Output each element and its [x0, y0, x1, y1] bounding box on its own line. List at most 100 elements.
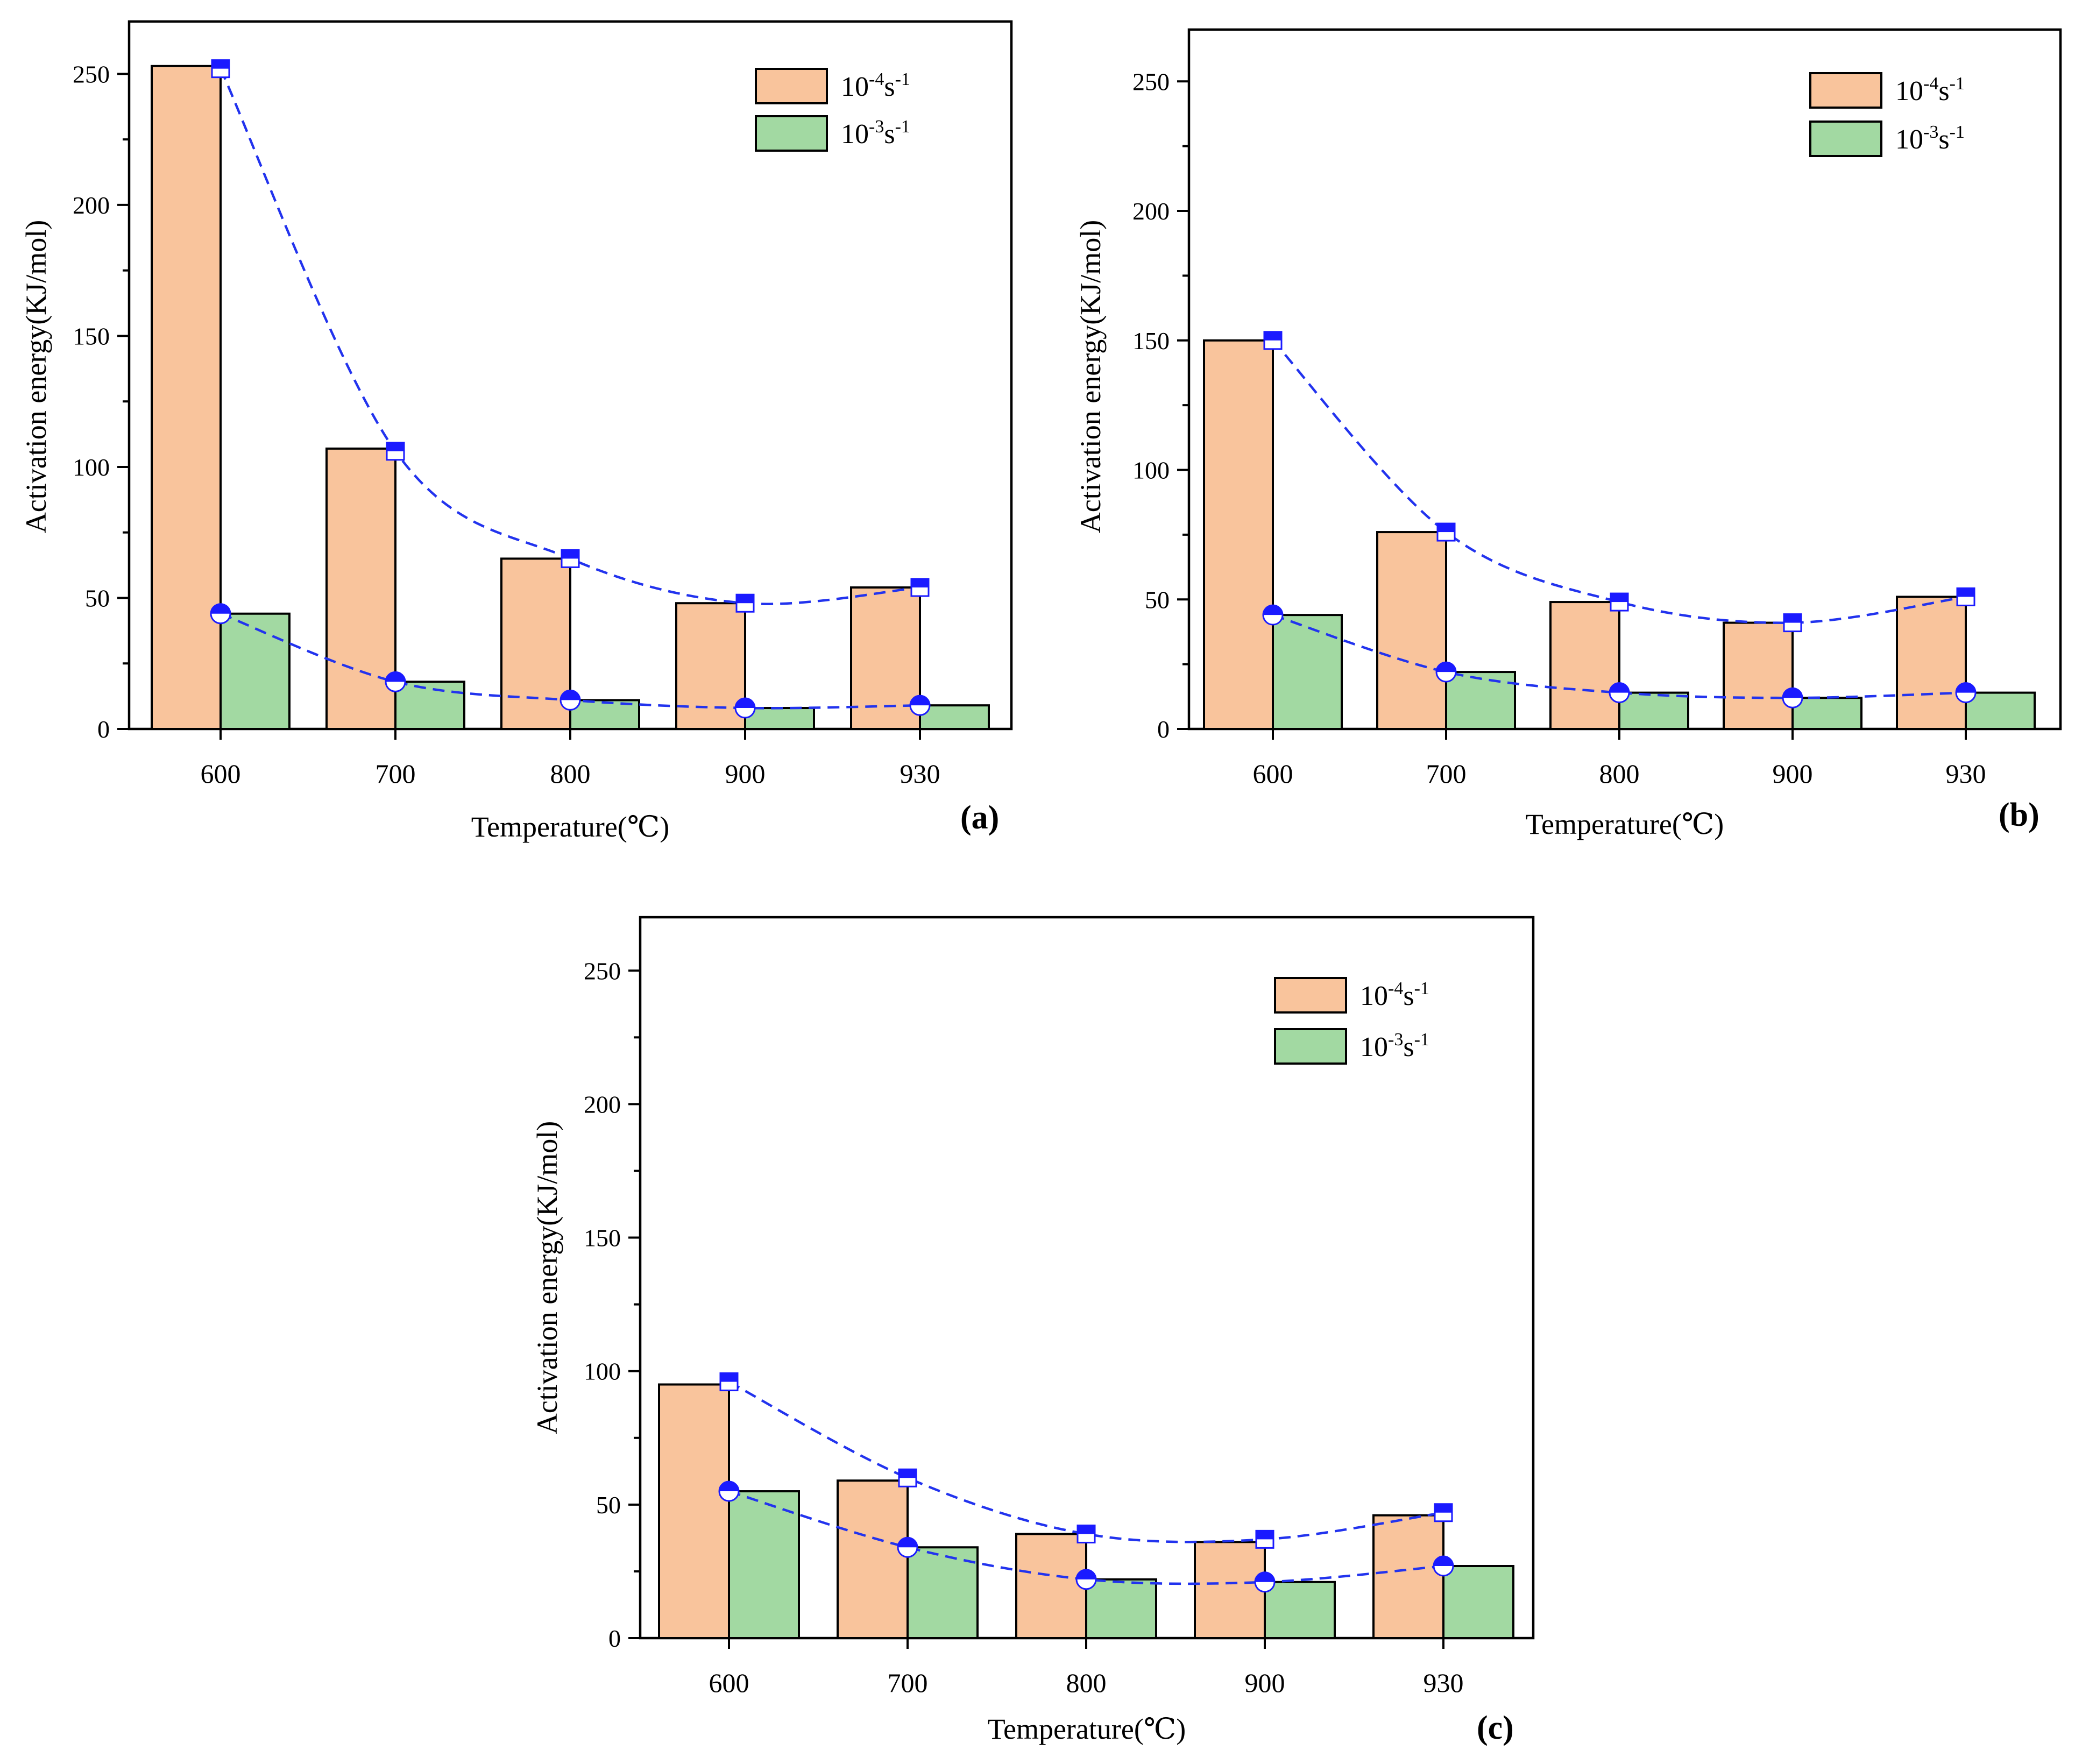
legend-unit: s [884, 119, 895, 150]
y-tick-label: 150 [584, 1224, 621, 1252]
x-axis-title: Temperature(℃) [471, 811, 669, 843]
y-axis-title: Activation energy(KJ/mol) [531, 1121, 563, 1434]
marker-square-fill [1437, 523, 1455, 533]
marker-square-fill [387, 442, 404, 451]
y-tick-label: 250 [584, 957, 621, 984]
legend-exp: -3 [869, 117, 884, 137]
legend-unit: s [1403, 981, 1414, 1011]
bar-10-4-930 [850, 586, 921, 730]
legend-unit: s [1403, 1032, 1414, 1062]
legend-swatch-0 [1274, 977, 1347, 1014]
marker-circle-fill [386, 672, 405, 682]
legend-unit-exp: -1 [1414, 979, 1429, 998]
marker-circle-fill [211, 604, 230, 614]
x-axis-title: Temperature(℃) [988, 1713, 1186, 1745]
marker-square-fill [1957, 588, 1974, 597]
bar-10-4-600 [151, 65, 222, 731]
x-axis-title: Temperature(℃) [1526, 808, 1724, 840]
x-tick-label: 800 [550, 759, 591, 789]
y-tick-label: 50 [1145, 586, 1170, 613]
bar-10-3-930 [919, 704, 990, 730]
marker-square-fill [562, 550, 579, 559]
chart-panel-b: 0 50 100 150 200 250 600 700 800 900 930 Temperatur… [1074, 28, 2062, 840]
y-tick-label: 50 [85, 584, 110, 612]
y-axis-title: Activation energy(KJ/mol) [20, 220, 52, 533]
y-tick-label: 250 [1132, 68, 1170, 95]
y-tick-label: 0 [1157, 715, 1170, 743]
marker-square-fill [1435, 1504, 1452, 1513]
legend-base: 10 [1895, 76, 1923, 107]
marker-circle-fill [561, 690, 580, 700]
chart-panel-c: 0 50 100 150 200 250 600 700 800 900 930 Temperatur… [531, 916, 1535, 1746]
legend-unit-exp: -1 [895, 117, 910, 137]
legend-unit: s [1938, 124, 1949, 155]
y-tick-label: 0 [608, 1625, 621, 1652]
bar-10-4-900 [1723, 621, 1794, 731]
legend-label-1: 10-3s-1 [1895, 122, 1965, 155]
bar-10-3-900 [744, 707, 815, 730]
bar-10-4-930 [1372, 1514, 1444, 1639]
x-tick-label: 600 [709, 1668, 749, 1698]
trend-line-10-3 [1272, 614, 1966, 699]
x-tick-label: 700 [376, 759, 416, 789]
y-tick-label: 150 [73, 322, 110, 350]
marker-square-fill [1256, 1531, 1273, 1540]
legend-unit-exp: -1 [895, 69, 910, 89]
x-tick-label: 930 [1946, 759, 1986, 789]
bar-10-3-700 [394, 681, 465, 731]
bar-10-4-800 [1015, 1533, 1087, 1639]
marker-circle-fill [1610, 683, 1629, 693]
bar-10-4-800 [1549, 601, 1620, 731]
legend-base: 10 [841, 119, 869, 150]
marker-square-fill [1784, 614, 1801, 623]
legend-swatch-0 [755, 68, 828, 104]
legend-label-1: 10-3s-1 [1360, 1030, 1429, 1062]
legend-base: 10 [1360, 1032, 1388, 1062]
marker-circle-fill [1077, 1569, 1096, 1579]
bar-10-3-600 [219, 612, 291, 731]
legend-exp: -3 [1923, 122, 1938, 142]
y-tick-label: 150 [1132, 327, 1170, 355]
legend-swatch-1 [1809, 121, 1882, 157]
marker-square-fill [1078, 1525, 1095, 1534]
marker-circle-fill [735, 698, 755, 709]
legend-label-1: 10-3s-1 [841, 117, 910, 150]
x-tick-label: 900 [1245, 1668, 1285, 1698]
y-tick-label: 100 [584, 1358, 621, 1385]
legend-label-0: 10-4s-1 [1895, 74, 1965, 107]
x-tick-label: 900 [1773, 759, 1813, 789]
trend-line-10-4 [728, 1380, 1444, 1543]
bar-10-3-600 [1272, 614, 1343, 731]
panel-label: (b) [1999, 797, 2039, 833]
x-tick-label: 800 [1066, 1668, 1107, 1698]
legend-swatch-1 [1274, 1028, 1347, 1065]
marker-circle-fill [898, 1538, 917, 1548]
marker-square-fill [911, 579, 929, 587]
legend-unit-exp: -1 [1950, 122, 1965, 142]
chart-panel-a: 0 50 100 150 200 250 600 700 800 900 930 Temperatur… [20, 20, 1013, 843]
legend-exp: -4 [1923, 74, 1938, 94]
bar-10-3-900 [1791, 697, 1862, 730]
bar-10-4-600 [658, 1383, 730, 1640]
y-tick-label: 0 [97, 715, 110, 743]
bar-10-3-700 [907, 1546, 979, 1640]
legend-exp: -4 [1388, 979, 1403, 998]
bar-10-3-600 [728, 1490, 800, 1640]
bar-10-4-900 [1194, 1541, 1266, 1639]
legend-swatch-0 [1809, 72, 1882, 109]
legend-unit-exp: -1 [1414, 1030, 1429, 1050]
bar-10-3-900 [1264, 1581, 1336, 1640]
bar-10-4-700 [325, 447, 396, 730]
marker-circle-fill [1436, 662, 1456, 672]
x-tick-label: 700 [1426, 759, 1467, 789]
panel-label: (c) [1477, 1710, 1514, 1746]
bar-10-3-800 [1085, 1578, 1157, 1639]
x-tick-label: 600 [201, 759, 241, 789]
bar-10-4-600 [1203, 339, 1274, 730]
y-tick-label: 200 [1132, 197, 1170, 225]
y-tick-label: 200 [73, 192, 110, 219]
legend-unit-exp: -1 [1950, 74, 1965, 94]
y-tick-label: 200 [584, 1090, 621, 1118]
x-tick-label: 600 [1253, 759, 1293, 789]
